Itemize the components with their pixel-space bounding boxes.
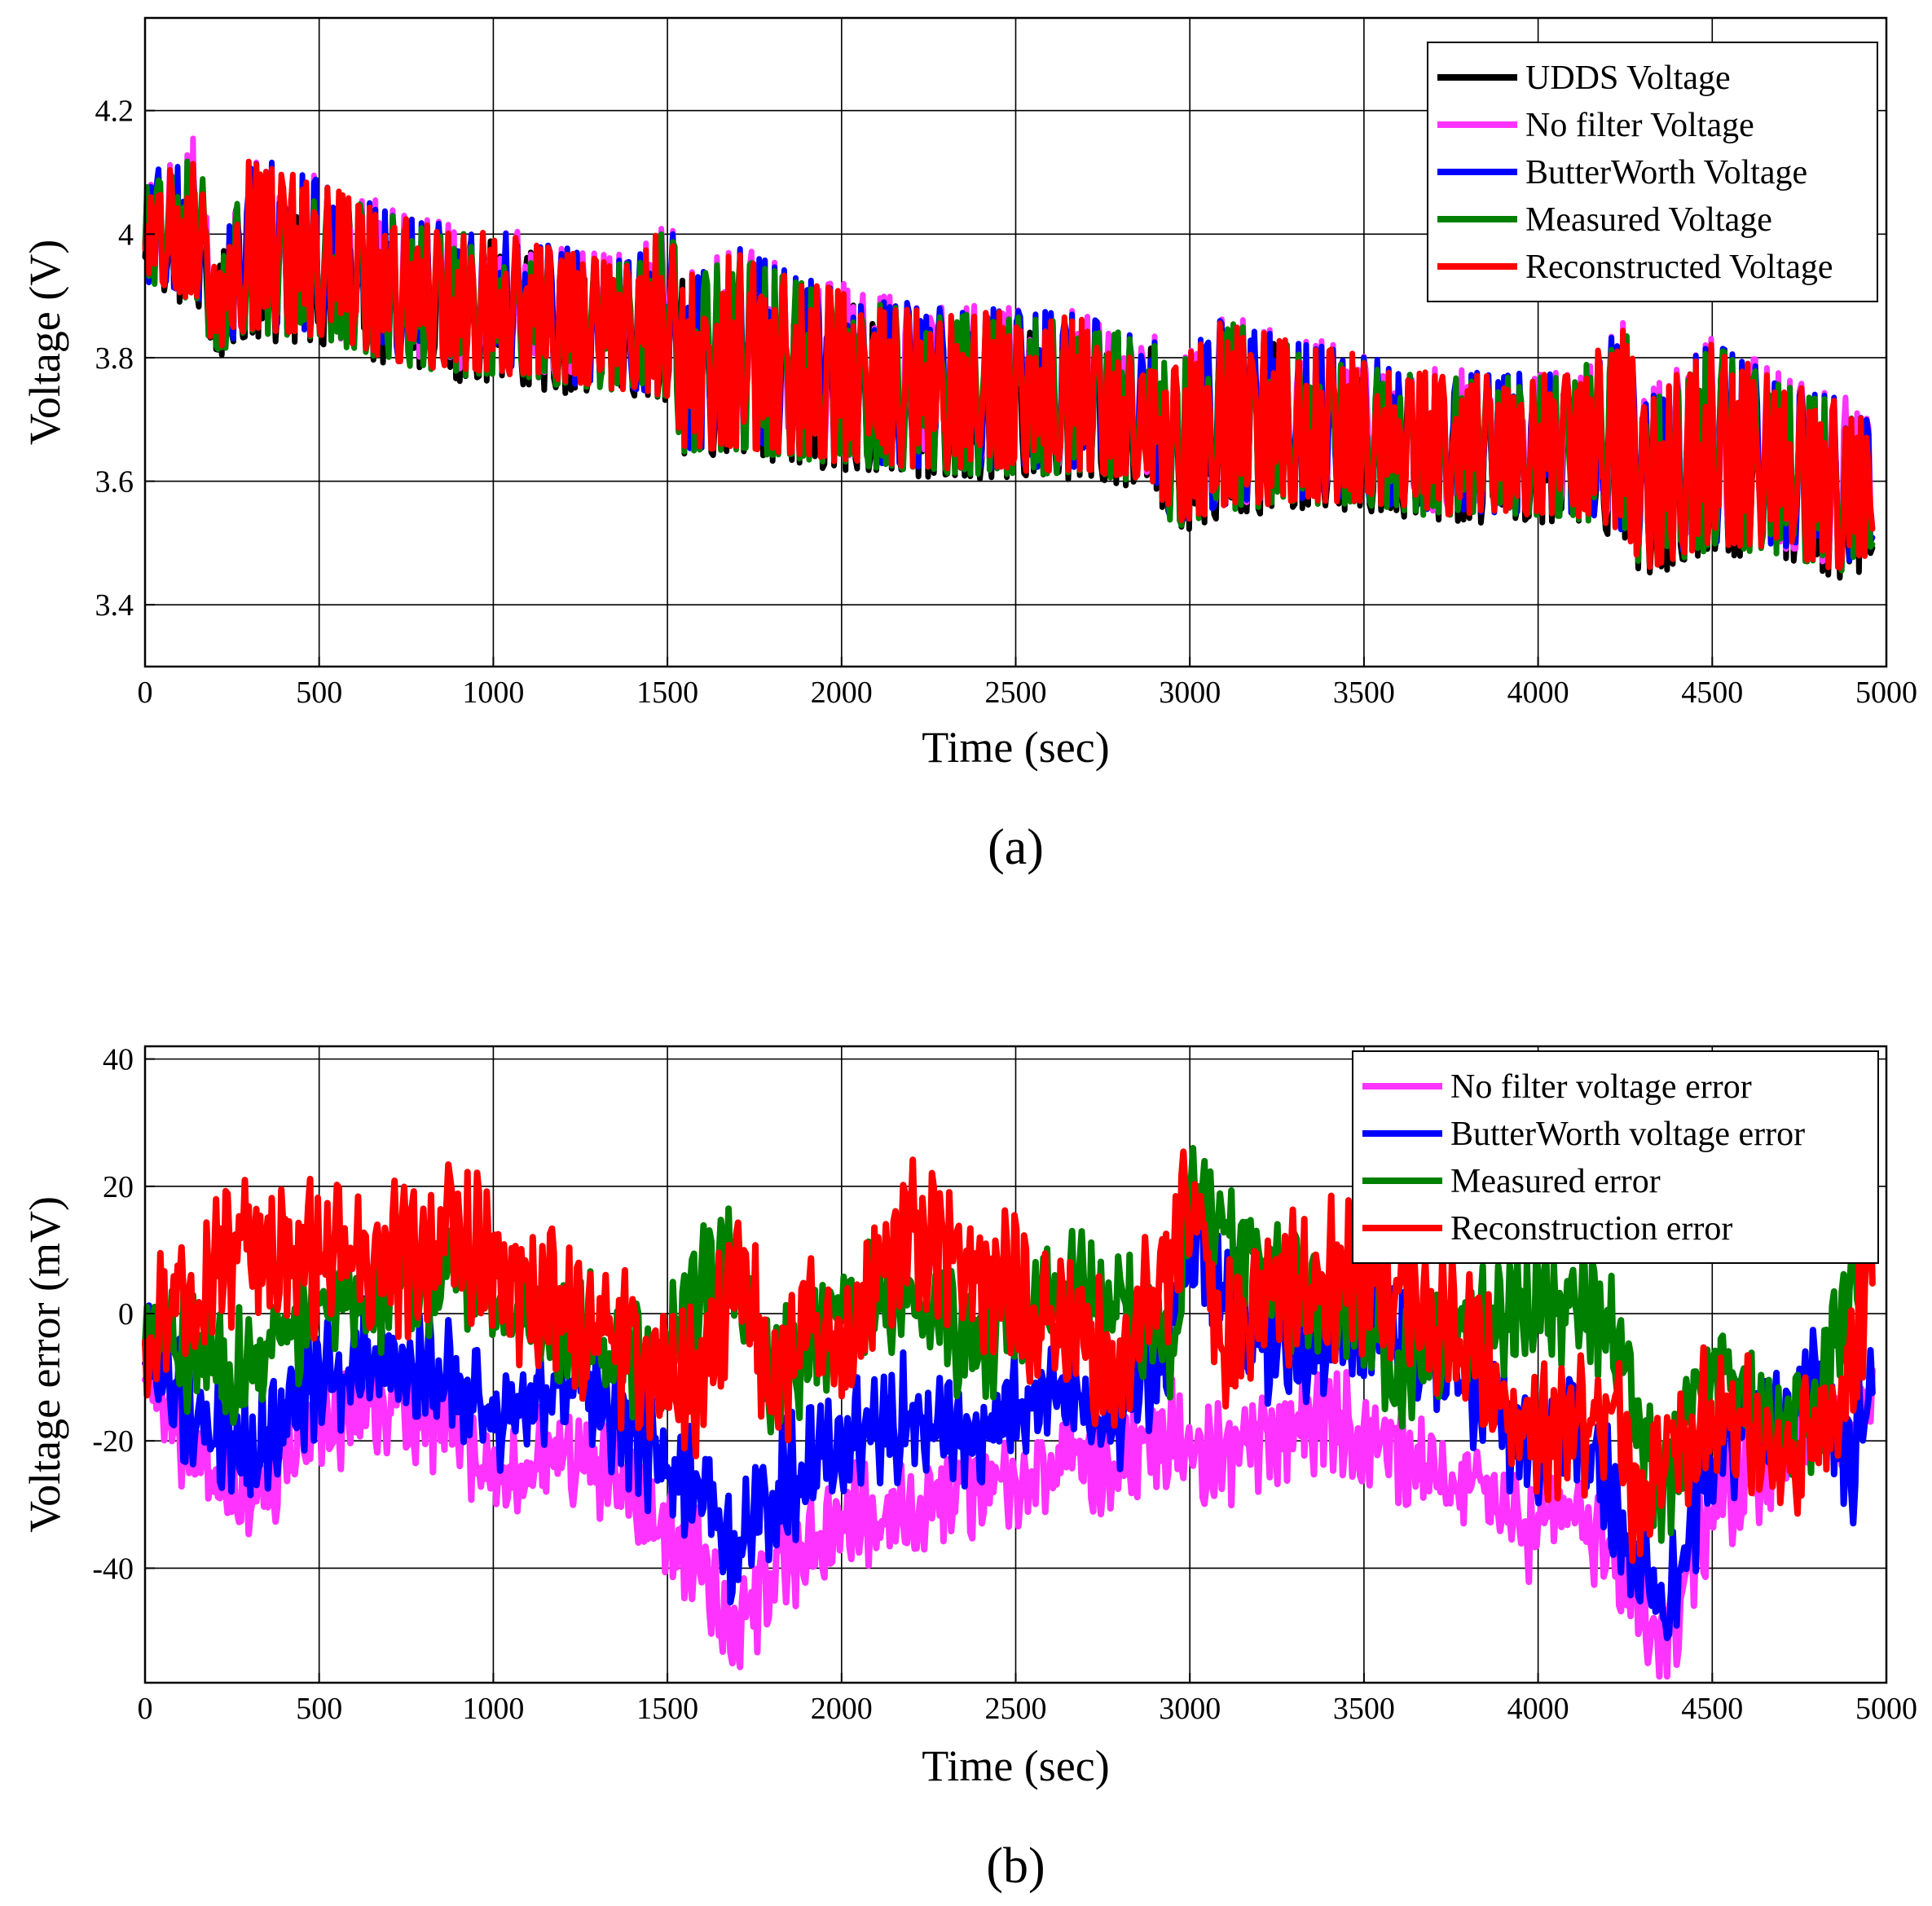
y-tick-label: -40 — [92, 1552, 134, 1586]
legend-label: Reconstruction error — [1450, 1210, 1732, 1248]
legend-label: No filter Voltage — [1525, 107, 1754, 144]
x-tick-label: 1000 — [462, 1692, 524, 1726]
y-tick-label: 4.2 — [95, 95, 134, 129]
x-tick-label: 0 — [138, 676, 153, 710]
panel-b-x-ticks: 0 500 1000 1500 2000 2500 3000 3500 4000 4500 5000 — [138, 1673, 1917, 1726]
legend-label: Measured Voltage — [1525, 201, 1772, 239]
panel-b-x-axis-title: Time (sec) — [922, 1741, 1109, 1790]
legend-label: ButterWorth Voltage — [1525, 154, 1807, 191]
x-tick-label: 0 — [138, 1692, 153, 1726]
legend-item: Measured Voltage — [1437, 201, 1772, 239]
y-tick-label: 0 — [118, 1297, 134, 1332]
panel-b-label: (b) — [986, 1838, 1045, 1894]
x-tick-label: 2500 — [985, 676, 1047, 710]
y-tick-label: 3.8 — [95, 341, 134, 376]
legend-item: ButterWorth Voltage — [1437, 154, 1807, 191]
panel-a-label: (a) — [988, 820, 1044, 875]
panel-a-legend: UDDS Voltage No filter Voltage ButterWorth… — [1427, 42, 1878, 302]
legend-item: ButterWorth voltage error — [1362, 1116, 1805, 1153]
legend-item: UDDS Voltage — [1437, 59, 1731, 97]
legend-label: No filter voltage error — [1450, 1068, 1752, 1106]
y-tick-label: 3.4 — [95, 588, 134, 623]
panel-b-y-ticks: -40 -20 0 20 40 — [92, 1043, 155, 1586]
legend-label: Measured error — [1450, 1163, 1661, 1200]
x-tick-label: 2500 — [985, 1692, 1047, 1726]
y-tick-label: 20 — [103, 1170, 134, 1204]
legend-item: No filter voltage error — [1362, 1068, 1752, 1106]
legend-label: UDDS Voltage — [1525, 59, 1731, 97]
x-tick-label: 1500 — [636, 676, 698, 710]
legend-item: No filter Voltage — [1437, 107, 1754, 144]
legend-item: Reconstructed Voltage — [1437, 249, 1833, 286]
panel-a-x-ticks: 0 500 1000 1500 2000 2500 3000 3500 4000 4500 5000 — [138, 657, 1917, 710]
legend-item: Measured error — [1362, 1163, 1661, 1200]
series-line-no-filter-voltage-error — [142, 1328, 1876, 1680]
panel-a-voltage-chart: 0 500 1000 1500 2000 2500 3000 3500 4000 4500 5000… — [20, 16, 1917, 875]
panel-a-series-layer — [142, 135, 1876, 581]
y-tick-label: 40 — [103, 1043, 134, 1077]
x-tick-label: 3500 — [1333, 1692, 1395, 1726]
x-tick-label: 3000 — [1159, 676, 1221, 710]
y-tick-label: 4 — [118, 218, 134, 252]
panel-a-y-axis-title: Voltage (V) — [20, 240, 69, 445]
x-tick-label: 5000 — [1855, 676, 1917, 710]
x-tick-label: 4000 — [1507, 1692, 1569, 1726]
legend-item: Reconstruction error — [1362, 1210, 1732, 1248]
x-tick-label: 2000 — [811, 676, 873, 710]
legend-label: ButterWorth voltage error — [1450, 1116, 1805, 1153]
x-tick-label: 5000 — [1855, 1692, 1917, 1726]
panel-b-legend: No filter voltage error ButterWorth volta… — [1352, 1050, 1879, 1264]
x-tick-label: 4500 — [1681, 1692, 1743, 1726]
panel-a-x-axis-title: Time (sec) — [922, 723, 1109, 772]
y-tick-label: 3.6 — [95, 465, 134, 500]
x-tick-label: 1500 — [636, 1692, 698, 1726]
x-tick-label: 2000 — [811, 1692, 873, 1726]
panel-b-series-layer — [142, 1142, 1876, 1680]
x-tick-label: 500 — [296, 1692, 342, 1726]
series-line-reconstructed-voltage — [142, 158, 1876, 571]
x-tick-label: 3500 — [1333, 676, 1395, 710]
panel-a-y-ticks: 3.4 3.6 3.8 4 4.2 — [95, 95, 155, 623]
x-tick-label: 3000 — [1159, 1692, 1221, 1726]
panel-b-error-chart: 0 500 1000 1500 2000 2500 3000 3500 4000 4500 5000… — [20, 1043, 1917, 1894]
y-tick-label: -20 — [92, 1424, 134, 1459]
legend-label: Reconstructed Voltage — [1525, 249, 1833, 286]
x-tick-label: 500 — [296, 676, 342, 710]
panel-b-y-axis-title: Voltage error (mV) — [20, 1196, 69, 1533]
x-tick-label: 4000 — [1507, 676, 1569, 710]
x-tick-label: 1000 — [462, 676, 524, 710]
x-tick-label: 4500 — [1681, 676, 1743, 710]
series-line-reconstruction-error — [142, 1148, 1876, 1565]
